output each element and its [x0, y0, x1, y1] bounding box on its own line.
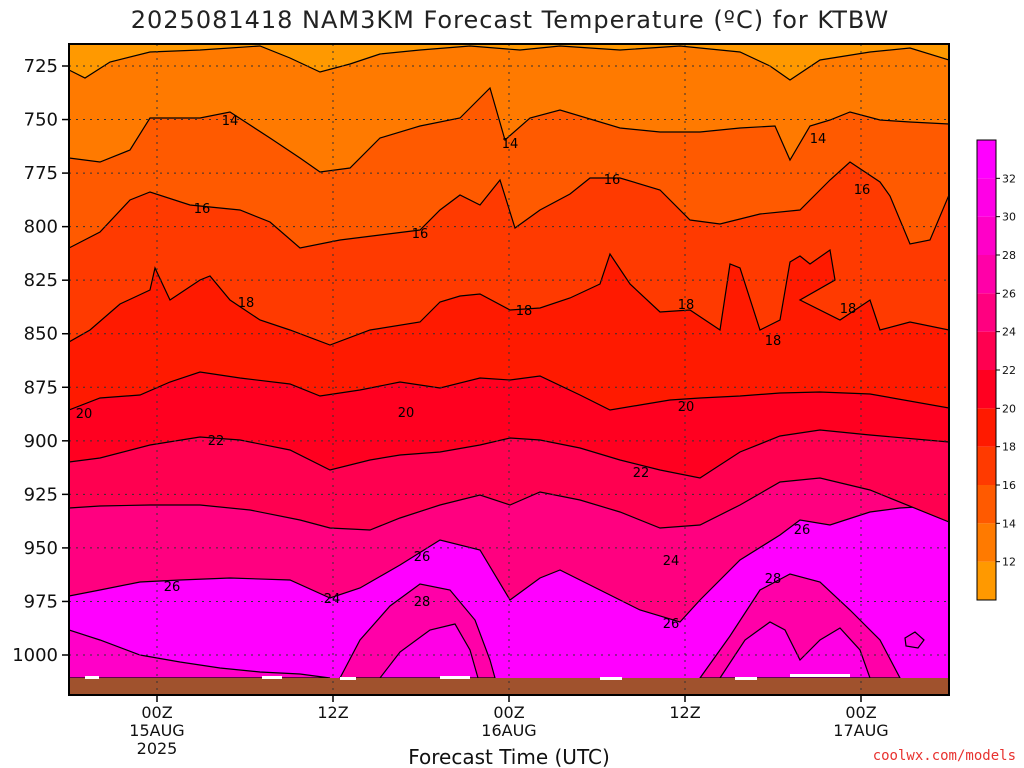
y-tick-label: 800 [24, 217, 58, 238]
colorbar-swatch [977, 255, 996, 294]
colorbar-swatch [977, 408, 996, 447]
contour-label: 28 [765, 572, 782, 587]
y-tick-label: 775 [24, 163, 58, 184]
x-tick-label: 12Z [317, 703, 348, 722]
contour-label: 20 [678, 400, 695, 415]
contour-30-c [718, 621, 871, 679]
colorbar-label: 24 [1002, 326, 1016, 339]
x-tick-label: 2025 [137, 739, 178, 758]
colorbar-swatch [977, 331, 996, 370]
contour-label: 22 [208, 434, 225, 449]
contour-label: 18 [516, 304, 533, 319]
colorbar: 12 14 16 18 20 22 24 26 28 30 32 [976, 139, 1016, 601]
y-tick-label: 725 [24, 56, 58, 77]
contour-label: 22 [633, 466, 650, 481]
y-tick-label: 1000 [12, 645, 58, 666]
x-tick-label: 17AUG [833, 721, 888, 740]
contour-label: 26 [164, 580, 181, 595]
x-tick-label: 00Z [141, 703, 172, 722]
contour-label: 28 [414, 595, 431, 610]
contour-label: 18 [678, 298, 695, 313]
contour-label: 16 [194, 202, 211, 217]
colorbar-label: 32 [1002, 172, 1016, 185]
colorbar-swatch [977, 523, 996, 562]
y-tick-label: 950 [24, 538, 58, 559]
colorbar-swatch [977, 485, 996, 524]
contour-label: 14 [502, 137, 519, 152]
contour-label: 26 [414, 550, 431, 565]
colorbar-label: 26 [1002, 287, 1016, 300]
colorbar-swatch [977, 370, 996, 409]
colorbar-label: 30 [1002, 211, 1016, 224]
ground-bumps [85, 674, 850, 680]
colorbar-label: 16 [1002, 479, 1016, 492]
colorbar-label: 14 [1002, 517, 1016, 530]
colorbar-swatch [977, 293, 996, 332]
x-tick-label: 00Z [845, 703, 876, 722]
y-tick-label: 875 [24, 377, 58, 398]
x-tick-label: 16AUG [481, 721, 536, 740]
x-axis-label: Forecast Time (UTC) [408, 745, 610, 768]
contour-label: 18 [238, 296, 255, 311]
contour-label: 20 [398, 406, 415, 421]
ground-strip [69, 678, 949, 695]
y-tick-label: 825 [24, 270, 58, 291]
colorbar-swatch [977, 140, 996, 179]
colorbar-label: 22 [1002, 364, 1016, 377]
colorbar-label: 18 [1002, 441, 1016, 454]
chart-title: 2025081418 NAM3KM Forecast Temperature (… [131, 6, 890, 34]
contour-label: 26 [663, 617, 680, 632]
x-tick-label: 12Z [669, 703, 700, 722]
y-tick-label: 850 [24, 324, 58, 345]
contour-label: 18 [840, 302, 857, 317]
colorbar-swatch [977, 561, 996, 600]
colorbar-label: 20 [1002, 402, 1016, 415]
y-tick-label: 925 [24, 484, 58, 505]
x-tick-label: 15AUG [129, 721, 184, 740]
contour-labels: 14 14 14 16 16 16 16 18 18 18 18 18 20 20 20 22 22 24 24 26… [76, 114, 871, 632]
contour-label: 14 [222, 114, 239, 129]
colorbar-swatch [977, 216, 996, 255]
contour-label: 16 [412, 227, 429, 242]
contour-label: 14 [810, 132, 827, 147]
colorbar-swatch [977, 178, 996, 217]
credit-text[interactable]: coolwx.com/models [873, 748, 1016, 764]
y-tick-label: 900 [24, 431, 58, 452]
contour-30-d [904, 631, 925, 649]
y-axis: 725 750 775 800 825 850 875 900 925 950 975 1000 [12, 56, 69, 666]
contour-label: 18 [765, 334, 782, 349]
contour-label: 24 [663, 554, 680, 569]
x-tick-label: 00Z [493, 703, 524, 722]
colorbar-label: 28 [1002, 249, 1016, 262]
contour-label: 16 [854, 183, 871, 198]
y-tick-label: 975 [24, 591, 58, 612]
contour-label: 24 [324, 592, 341, 607]
band-10-12 [69, 44, 949, 81]
contour-label: 16 [604, 173, 621, 188]
contour-label: 26 [794, 523, 811, 538]
colorbar-swatch [977, 446, 996, 485]
y-tick-label: 750 [24, 110, 58, 131]
colorbar-label: 12 [1002, 556, 1016, 569]
contour-label: 20 [76, 407, 93, 422]
